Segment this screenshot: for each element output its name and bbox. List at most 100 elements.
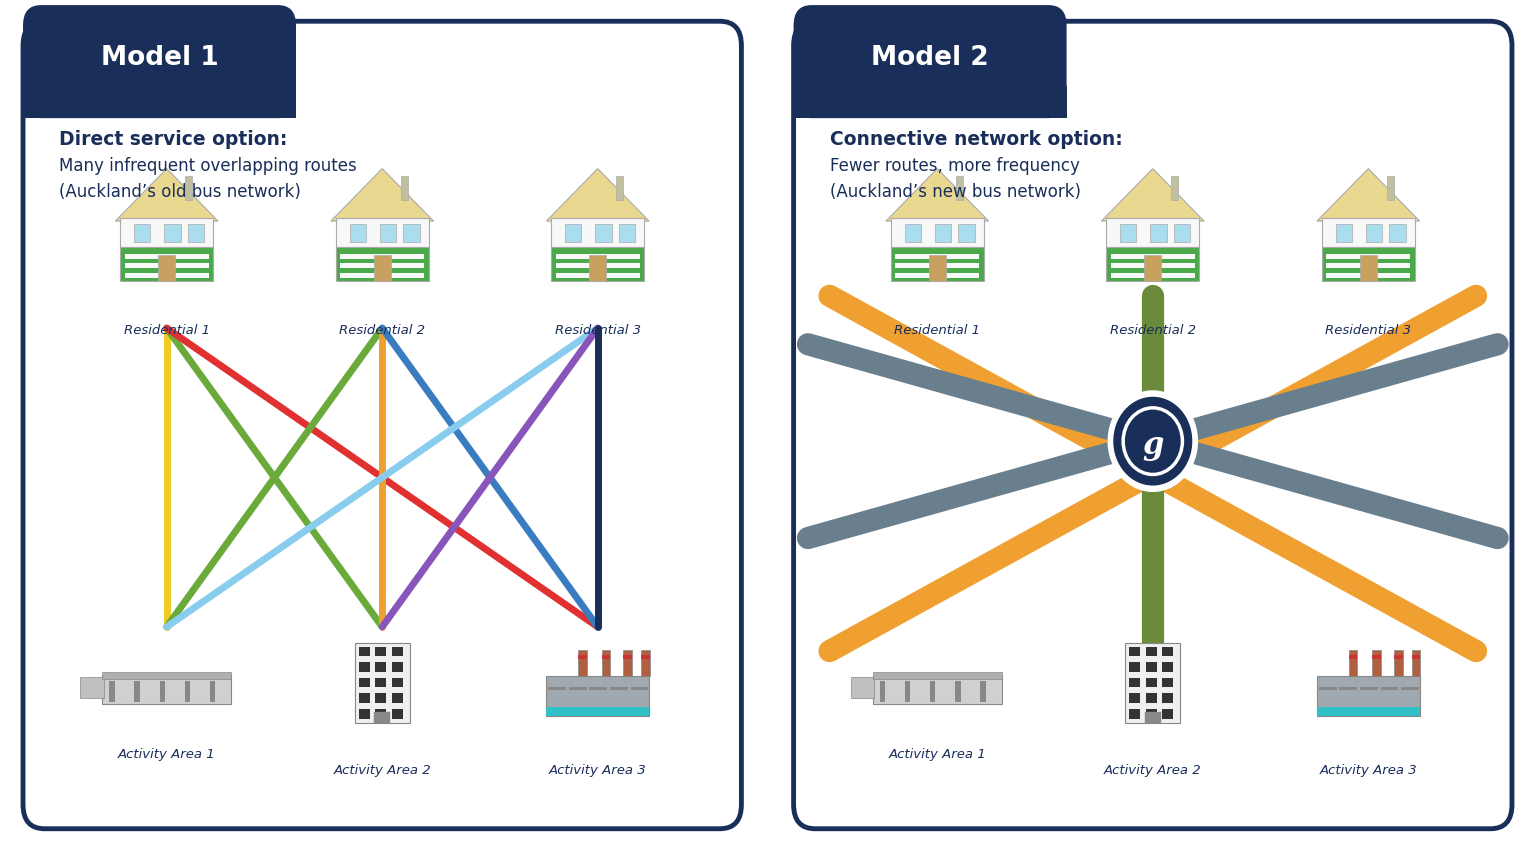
Bar — [160, 682, 164, 701]
Bar — [602, 649, 611, 677]
Bar — [341, 273, 424, 278]
Bar — [350, 224, 365, 242]
Bar — [1349, 655, 1357, 659]
Bar — [906, 682, 910, 701]
Text: Activity Area 2: Activity Area 2 — [1104, 764, 1202, 777]
Bar — [1107, 218, 1199, 247]
Bar — [1107, 247, 1199, 281]
Text: Residential 2: Residential 2 — [1110, 324, 1196, 337]
Bar — [124, 253, 209, 259]
Bar — [1380, 687, 1398, 689]
Bar — [981, 682, 985, 701]
Bar — [80, 677, 104, 698]
Bar — [1326, 264, 1411, 269]
Bar — [1125, 643, 1180, 723]
Bar — [1372, 649, 1382, 677]
Bar — [391, 647, 402, 656]
Bar — [210, 682, 215, 701]
Text: (Auckland’s old bus network): (Auckland’s old bus network) — [58, 183, 301, 201]
Text: Activity Area 3: Activity Area 3 — [550, 764, 646, 777]
Bar — [956, 177, 962, 200]
Bar — [579, 649, 586, 677]
Bar — [631, 687, 648, 689]
Bar — [391, 694, 402, 703]
Bar — [642, 655, 649, 659]
Bar — [1130, 694, 1141, 703]
Bar — [1121, 224, 1136, 242]
Text: Residential 2: Residential 2 — [339, 324, 425, 337]
Bar — [548, 687, 566, 689]
Bar — [1360, 687, 1378, 689]
Bar — [1150, 224, 1167, 242]
Bar — [890, 247, 984, 281]
Bar — [23, 86, 296, 118]
Text: Residential 3: Residential 3 — [554, 324, 640, 337]
Bar — [101, 672, 232, 679]
Bar — [1111, 253, 1194, 259]
Bar — [1111, 264, 1194, 269]
Text: Activity Area 3: Activity Area 3 — [1320, 764, 1417, 777]
Bar — [158, 255, 175, 281]
Bar — [359, 709, 370, 718]
Text: Residential 3: Residential 3 — [1325, 324, 1411, 337]
Bar — [359, 662, 370, 672]
Bar — [589, 255, 606, 281]
Bar — [1145, 677, 1157, 688]
Bar — [120, 218, 213, 247]
Bar — [930, 682, 935, 701]
Bar — [895, 253, 979, 259]
Bar — [602, 655, 611, 659]
Bar — [609, 687, 628, 689]
Bar — [955, 682, 961, 701]
Bar — [401, 177, 408, 200]
Bar — [623, 655, 632, 659]
Text: Model 1: Model 1 — [101, 44, 218, 71]
Bar — [1145, 255, 1160, 281]
Bar — [579, 655, 586, 659]
Bar — [1162, 709, 1173, 718]
Bar — [375, 711, 390, 723]
Bar — [1130, 662, 1141, 672]
Bar — [1171, 177, 1179, 200]
Bar — [164, 224, 181, 242]
Bar — [1389, 224, 1406, 242]
Bar — [1360, 255, 1377, 281]
Bar — [1394, 655, 1403, 659]
Bar — [1340, 687, 1357, 689]
Text: (Auckland’s new bus network): (Auckland’s new bus network) — [829, 183, 1081, 201]
Circle shape — [1108, 390, 1197, 492]
Bar — [895, 264, 979, 269]
Bar — [546, 677, 649, 717]
Bar — [589, 687, 608, 689]
Bar — [184, 682, 190, 701]
Bar — [1319, 687, 1337, 689]
Bar — [379, 224, 396, 242]
Bar — [1162, 647, 1173, 656]
Bar — [341, 264, 424, 269]
Bar — [391, 677, 402, 688]
Bar — [375, 662, 387, 672]
Bar — [958, 224, 975, 242]
Bar — [134, 224, 150, 242]
Bar — [794, 86, 1067, 118]
Bar — [890, 218, 984, 247]
Bar — [880, 682, 886, 701]
Bar — [1145, 694, 1157, 703]
Bar — [1145, 662, 1157, 672]
Bar — [359, 647, 370, 656]
Bar — [904, 224, 921, 242]
Bar — [1145, 711, 1160, 723]
Bar — [375, 647, 387, 656]
Text: Connective network option:: Connective network option: — [829, 130, 1122, 150]
Bar — [850, 677, 875, 698]
Bar — [404, 224, 419, 242]
Bar — [101, 676, 232, 704]
Text: Activity Area 2: Activity Area 2 — [333, 764, 431, 777]
Text: Activity Area 1: Activity Area 1 — [889, 748, 985, 761]
Bar — [1145, 709, 1157, 718]
FancyBboxPatch shape — [23, 21, 741, 829]
Bar — [359, 694, 370, 703]
Text: Model 2: Model 2 — [872, 44, 989, 71]
Bar — [1322, 218, 1415, 247]
Bar — [375, 255, 390, 281]
